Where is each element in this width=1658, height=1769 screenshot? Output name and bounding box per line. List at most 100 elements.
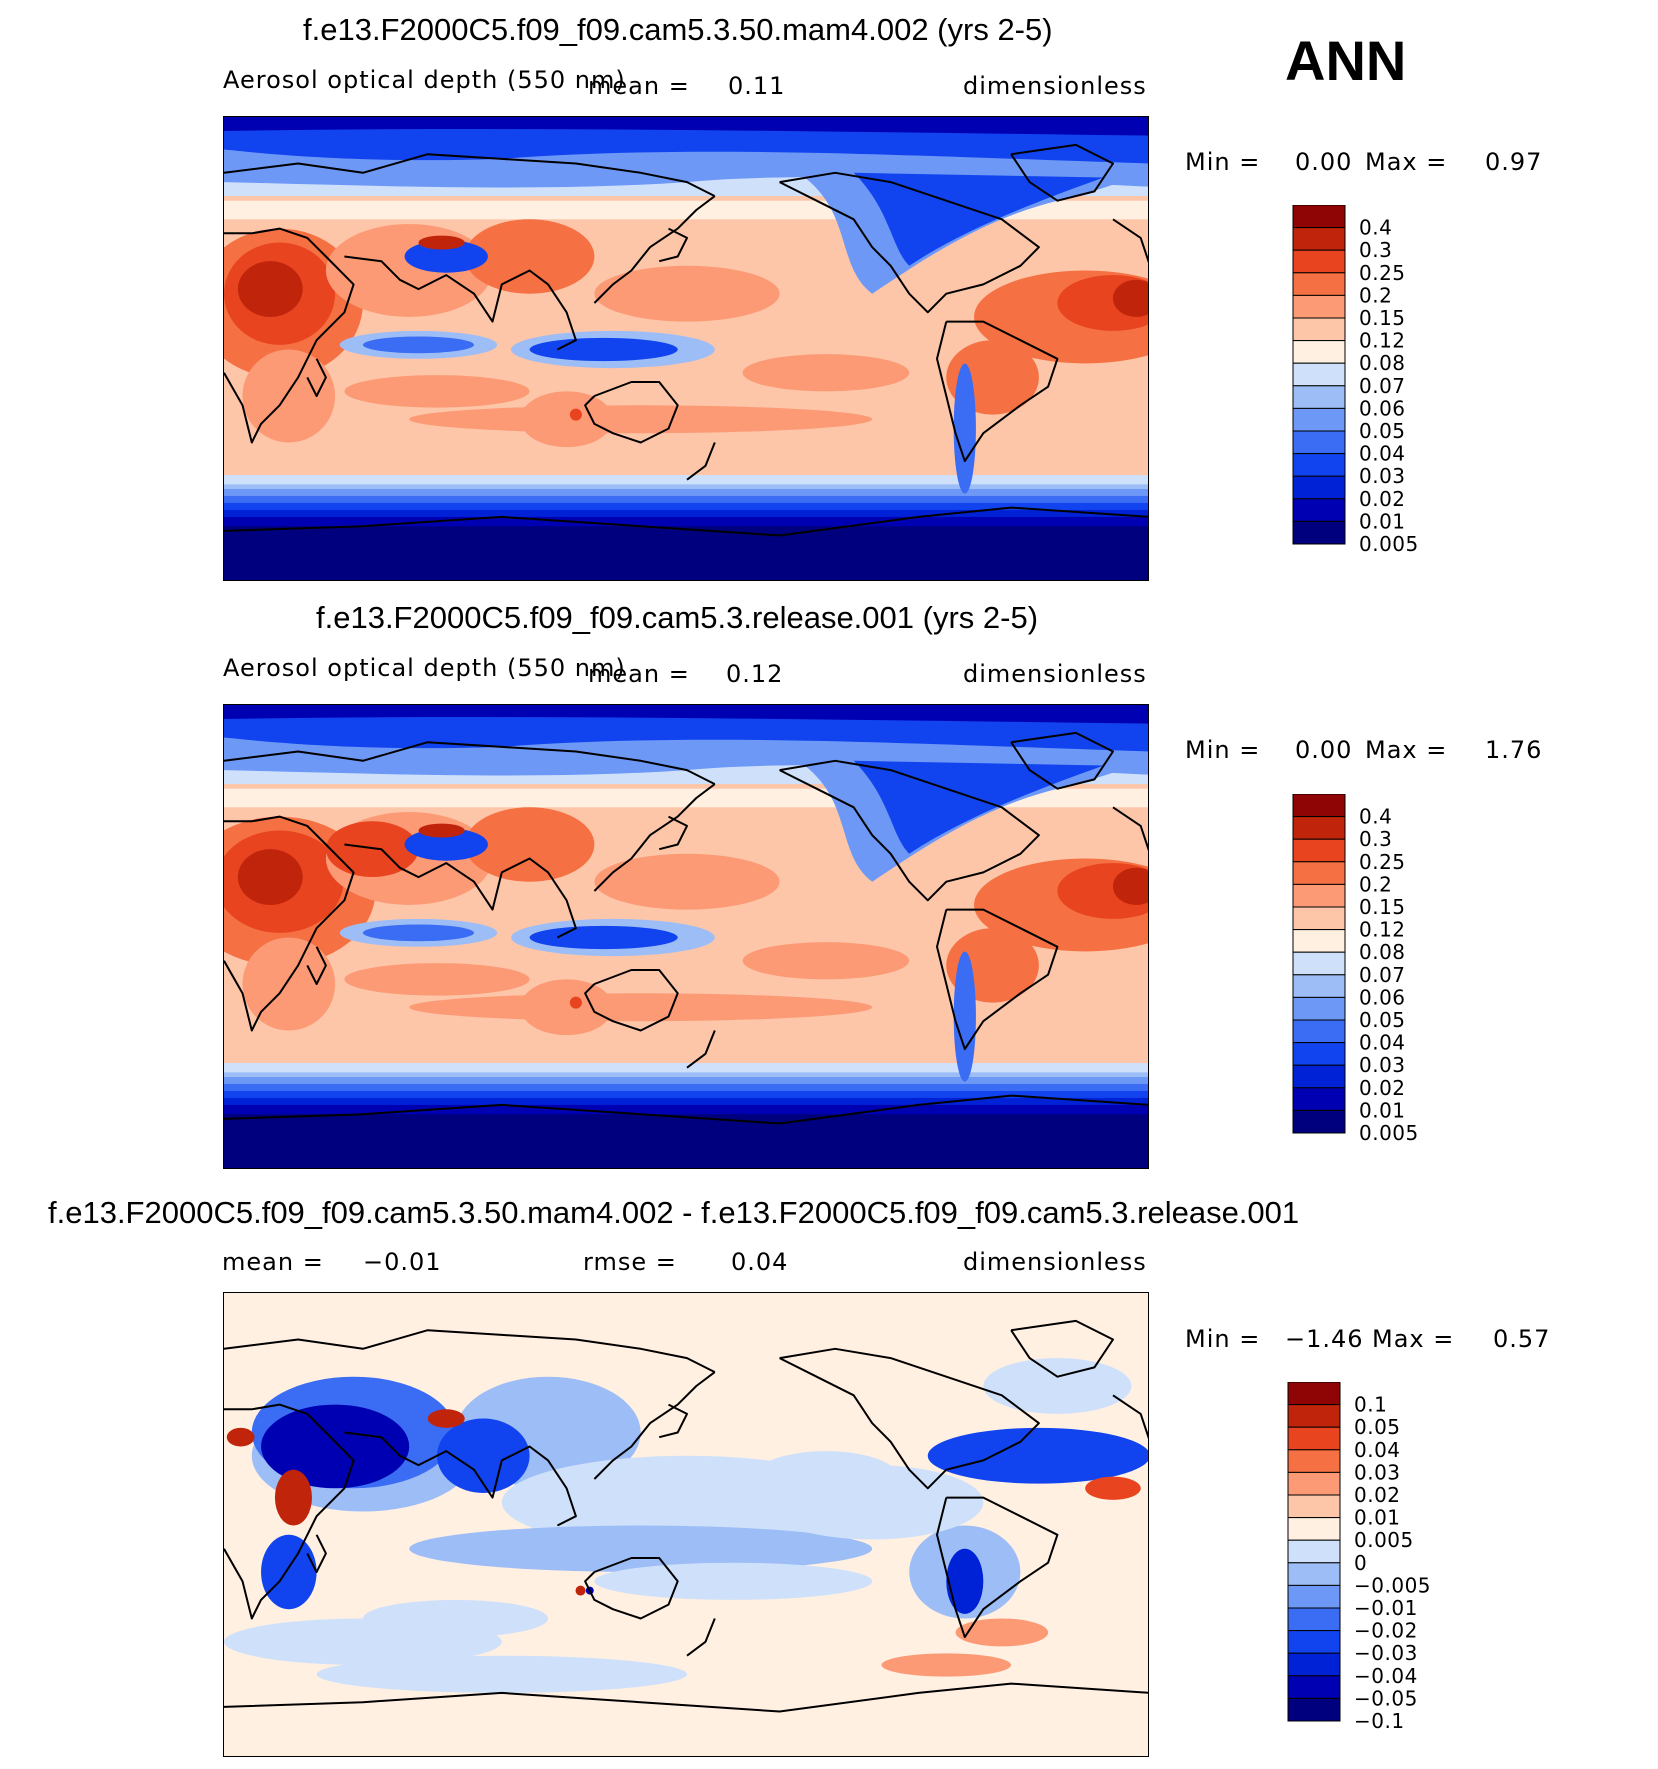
- colorbar-label: 0.12: [1359, 918, 1406, 942]
- colorbar-box: [1287, 1607, 1341, 1632]
- colorbar-box: [1292, 794, 1346, 818]
- colorbar-label: 0.02: [1359, 1076, 1406, 1100]
- colorbar-box: [1292, 861, 1346, 885]
- colorbar-box: [1292, 1042, 1346, 1066]
- colorbar-label: 0.12: [1359, 329, 1406, 353]
- colorbar-box: [1292, 294, 1346, 319]
- colorbar-label: 0.08: [1359, 940, 1406, 964]
- colorbar-label: 0.15: [1359, 895, 1406, 919]
- panel2-units: dimensionless: [963, 660, 1147, 688]
- panel1-min-label: Min =: [1185, 148, 1261, 176]
- panel2-min-label: Min =: [1185, 736, 1261, 764]
- colorbar-label: 0.15: [1359, 306, 1406, 330]
- colorbar-box: [1287, 1382, 1341, 1406]
- colorbar-label: 0.03: [1359, 464, 1406, 488]
- panel1-colorbar: 0.40.30.250.20.150.120.080.070.060.050.0…: [1292, 205, 1419, 556]
- colorbar-label: 0.07: [1359, 374, 1406, 398]
- colorbar-box: [1287, 1471, 1341, 1496]
- panel1-title: f.e13.F2000C5.f09_f09.cam5.3.50.mam4.002…: [303, 12, 1053, 47]
- colorbar-label: 0.06: [1359, 396, 1406, 420]
- colorbar-label: 0.05: [1359, 419, 1406, 443]
- colorbar-box: [1292, 475, 1346, 500]
- colorbar-box: [1292, 205, 1346, 229]
- colorbar-box: [1292, 498, 1346, 522]
- colorbar-box: [1292, 929, 1346, 953]
- colorbar-label: −0.04: [1354, 1664, 1418, 1688]
- colorbar-box: [1292, 1087, 1346, 1111]
- colorbar-label: −0.005: [1354, 1573, 1431, 1597]
- panel3-colorbar: 0.10.050.040.030.020.010.0050−0.005−0.01…: [1287, 1382, 1431, 1733]
- panel2-colorbar: 0.40.30.250.20.150.120.080.070.060.050.0…: [1292, 794, 1418, 1145]
- colorbar-label: −0.03: [1354, 1641, 1418, 1665]
- colorbar-label: 0.05: [1354, 1415, 1401, 1439]
- panel3-max-value: 0.57: [1493, 1325, 1551, 1353]
- panel2-map: [223, 704, 1149, 1169]
- colorbar-box: [1287, 1494, 1341, 1519]
- colorbar-box: [1292, 430, 1346, 455]
- colorbar-label: 0.03: [1354, 1460, 1401, 1484]
- colorbar-label: 0.03: [1359, 1053, 1406, 1077]
- colorbar-box: [1287, 1539, 1341, 1564]
- colorbar-label: 0.2: [1359, 872, 1392, 896]
- panel3-mean-value: −0.01: [363, 1248, 442, 1276]
- panel2-subtitle: Aerosol optical depth (550 nm): [223, 654, 626, 682]
- colorbar-label: 0.06: [1359, 985, 1406, 1009]
- colorbar-box: [1287, 1697, 1341, 1722]
- panel3-map: [223, 1292, 1149, 1757]
- colorbar-label: 0.05: [1359, 1008, 1406, 1032]
- colorbar-label: 0.25: [1359, 850, 1406, 874]
- panel1-units: dimensionless: [963, 72, 1147, 100]
- season-label: ANN: [1285, 29, 1407, 92]
- colorbar-label: 0.01: [1359, 509, 1406, 533]
- panel2-title: f.e13.F2000C5.f09_f09.cam5.3.release.001…: [316, 600, 1039, 635]
- colorbar-box: [1292, 453, 1346, 477]
- colorbar-label: 0: [1354, 1551, 1367, 1575]
- colorbar-label: 0.4: [1359, 216, 1392, 240]
- panel3-mean-label: mean =: [222, 1248, 324, 1276]
- colorbar-label: 0.04: [1359, 442, 1406, 466]
- colorbar-box: [1287, 1449, 1341, 1473]
- colorbar-label: 0.07: [1359, 963, 1406, 987]
- colorbar-label: −0.01: [1354, 1596, 1418, 1620]
- colorbar-box: [1287, 1562, 1341, 1586]
- colorbar-box: [1292, 838, 1346, 863]
- panel3-min-value: −1.46: [1285, 1325, 1364, 1353]
- panel2-max-value: 1.76: [1485, 736, 1543, 764]
- panel2-min-value: 0.00: [1295, 736, 1353, 764]
- panel1-mean-label: mean =: [588, 72, 690, 100]
- panel3-rmse-label: rmse =: [583, 1248, 677, 1276]
- panel3-units: dimensionless: [963, 1248, 1147, 1276]
- colorbar-box: [1292, 1064, 1346, 1089]
- colorbar-box: [1292, 362, 1346, 387]
- panel3-rmse-value: 0.04: [731, 1248, 789, 1276]
- colorbar-label: −0.02: [1354, 1619, 1418, 1643]
- colorbar-box: [1287, 1404, 1341, 1428]
- panel3-min-label: Min =: [1185, 1325, 1261, 1353]
- colorbar-box: [1292, 974, 1346, 998]
- panel1-subtitle: Aerosol optical depth (550 nm): [223, 66, 626, 94]
- colorbar-box: [1292, 385, 1346, 409]
- colorbar-box: [1292, 883, 1346, 908]
- colorbar-box: [1287, 1584, 1341, 1609]
- colorbar-label: 0.02: [1354, 1483, 1401, 1507]
- colorbar-label: 0.04: [1359, 1031, 1406, 1055]
- colorbar-label: 0.2: [1359, 283, 1392, 307]
- panel2-max-label: Max =: [1365, 736, 1448, 764]
- colorbar-box: [1292, 1019, 1346, 1044]
- colorbar-box: [1292, 272, 1346, 296]
- panel1-max-value: 0.97: [1485, 148, 1543, 176]
- panel2-mean-label: mean =: [588, 660, 690, 688]
- panel1-max-label: Max =: [1365, 148, 1448, 176]
- colorbar-label: 0.3: [1359, 827, 1392, 851]
- colorbar-label: 0.02: [1359, 487, 1406, 511]
- colorbar-label: 0.1: [1354, 1393, 1387, 1417]
- colorbar-label: 0.005: [1359, 532, 1419, 556]
- colorbar-box: [1292, 951, 1346, 976]
- colorbar-box: [1292, 249, 1346, 274]
- panel3-title: f.e13.F2000C5.f09_f09.cam5.3.50.mam4.002…: [48, 1195, 1300, 1230]
- colorbar-label: 0.01: [1354, 1506, 1401, 1530]
- colorbar-box: [1292, 407, 1346, 432]
- colorbar-box: [1292, 996, 1346, 1021]
- colorbar-box: [1287, 1630, 1341, 1654]
- colorbar-box: [1292, 340, 1346, 364]
